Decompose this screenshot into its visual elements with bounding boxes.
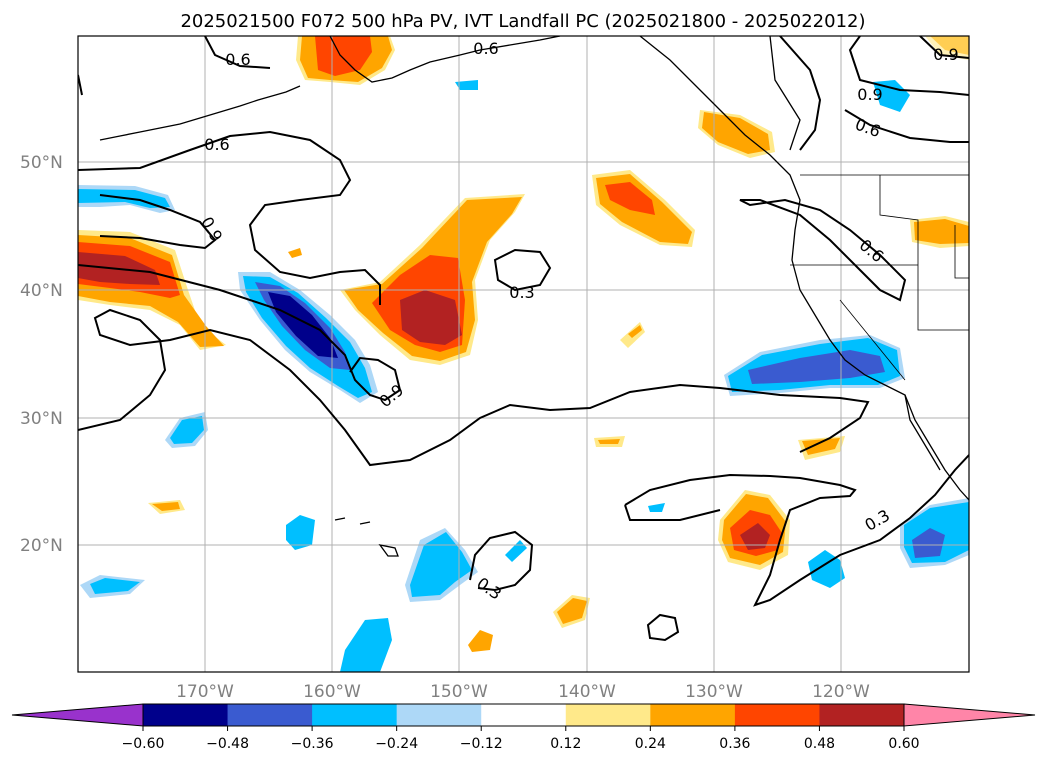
us-state-border-4 (954, 225, 969, 279)
contour-label-5: 0.9 (857, 85, 882, 104)
shade-small-blue-top (455, 80, 478, 90)
shade-blue-s6b (90, 578, 140, 594)
colorbar: −0.60 −0.48 −0.36 −0.24 −0.12 0.12 0.24 0.36 0.4… (11, 703, 1036, 752)
shade-blue-s1b (170, 416, 204, 444)
contour-label-9: 0.3 (509, 283, 534, 302)
contour-small-s (646, 613, 680, 642)
contour-0.9-topcorner (919, 36, 969, 59)
shade-top-red (315, 36, 372, 76)
aleutians-coast (99, 85, 301, 141)
shade-bc-orange (702, 112, 770, 154)
shade-blue-s9 (648, 503, 665, 512)
na-west-coast (639, 36, 969, 501)
colorbar-tick-label: −0.24 (375, 736, 418, 752)
lon-label-170: 170°W (176, 682, 234, 702)
shade-orange-s4 (288, 248, 302, 258)
shade-corner-faint (925, 36, 969, 60)
colorbar-tick-label: −0.48 (206, 736, 249, 752)
us-state-border-1 (879, 175, 969, 331)
contour-label-1: 0.6 (225, 50, 250, 69)
shade-socal-mid (748, 350, 885, 384)
us-state-border-3 (839, 299, 906, 381)
lon-label-150: 150°W (430, 682, 488, 702)
contour-0.6-corner (844, 109, 969, 143)
pv-contours (78, 36, 969, 642)
contour-0.6-coast (779, 36, 822, 151)
contour-top-left (204, 36, 271, 69)
contour-label-7: 0.9 (933, 45, 958, 64)
colorbar-swatch (650, 704, 736, 726)
shade-small-orange-1 (628, 325, 642, 338)
contour-main-long (78, 308, 870, 467)
map-area: 0.6 0.6 0.6 0.9 0.9 0.6 0.9 0.6 0.3 0.9 … (78, 36, 969, 672)
contour-top-left2 (78, 74, 83, 96)
contour-0.6-north (78, 130, 381, 305)
baja-coast (904, 394, 941, 471)
shade-ne-red (605, 182, 655, 215)
colorbar-swatch (143, 704, 229, 726)
colorbar-tick-label: 0.36 (719, 736, 750, 752)
latitude-labels: 50°N 40°N 30°N 20°N (20, 153, 63, 556)
hawaii-coast (334, 517, 399, 557)
colorbar-swatch (227, 704, 313, 726)
shade-small-orange-2 (598, 439, 620, 444)
contour-label-3: 0.6 (204, 135, 229, 154)
map-frame (77, 35, 970, 673)
shade-orange-s3 (468, 630, 493, 652)
contour-0.9-west (99, 194, 217, 250)
colorbar-extend-low (11, 703, 144, 727)
colorbar-frame (142, 703, 905, 727)
colorbar-extend-high (903, 703, 1036, 727)
colorbar-swatch (396, 704, 482, 726)
colorbar-swatch (734, 704, 820, 726)
colorbar-tick-label: 0.60 (888, 736, 919, 752)
contour-label-2: 0.6 (473, 39, 498, 58)
shade-blue-s5 (340, 618, 392, 672)
graticule (78, 36, 969, 672)
shade-orange-s1b (152, 502, 180, 511)
colorbar-tick-label: 0.12 (550, 736, 581, 752)
shade-center-dark (400, 290, 462, 345)
lat-label-30: 30°N (20, 409, 63, 429)
colorbar-tick-label: −0.12 (460, 736, 503, 752)
contour-0.9-corner (848, 36, 969, 96)
colorbar-swatch (481, 704, 567, 726)
canada-coast-top (769, 36, 801, 151)
contour-0.3-south (624, 454, 969, 607)
lat-label-40: 40°N (20, 281, 63, 301)
lat-label-50: 50°N (20, 153, 63, 173)
contour-0.9-main (78, 264, 402, 402)
shade-central-dark (268, 292, 338, 358)
shade-blue-s2 (286, 515, 315, 550)
colorbar-tick-label: 0.24 (635, 736, 666, 752)
colorbar-swatch (565, 704, 651, 726)
colorbar-swatch (312, 704, 398, 726)
contour-0.6-ne (739, 198, 907, 302)
shade-blue-s3b (410, 532, 472, 597)
colorbar-swatch (819, 704, 905, 726)
lon-label-130: 130°W (685, 682, 743, 702)
shade-blue-ne (873, 80, 910, 112)
contour-0.3-ne (493, 248, 552, 292)
contour-0.3-hi (469, 530, 534, 592)
colorbar-tick-label: 0.48 (804, 736, 835, 752)
colorbar-tick-label: −0.60 (122, 736, 165, 752)
shade-orange-s2b (557, 598, 587, 624)
lat-label-20: 20°N (20, 536, 63, 556)
shade-blue-s7 (808, 550, 845, 588)
lon-label-160: 160°W (303, 682, 361, 702)
shade-blue-s8c (912, 528, 945, 558)
alaska-coast (329, 36, 561, 83)
map-title: 2025021500 F072 500 hPa PV, IVT Landfall… (180, 11, 865, 32)
longitude-labels: 170°W 160°W 150°W 140°W 130°W 120°W (176, 682, 870, 702)
contour-0.3-south2 (624, 504, 721, 521)
coastlines (99, 36, 969, 557)
lon-label-120: 120°W (812, 682, 870, 702)
shade-small-orange-3 (802, 438, 840, 455)
lon-label-140: 140°W (558, 682, 616, 702)
shade-25n-dark (740, 523, 770, 550)
colorbar-tick-label: −0.36 (291, 736, 334, 752)
